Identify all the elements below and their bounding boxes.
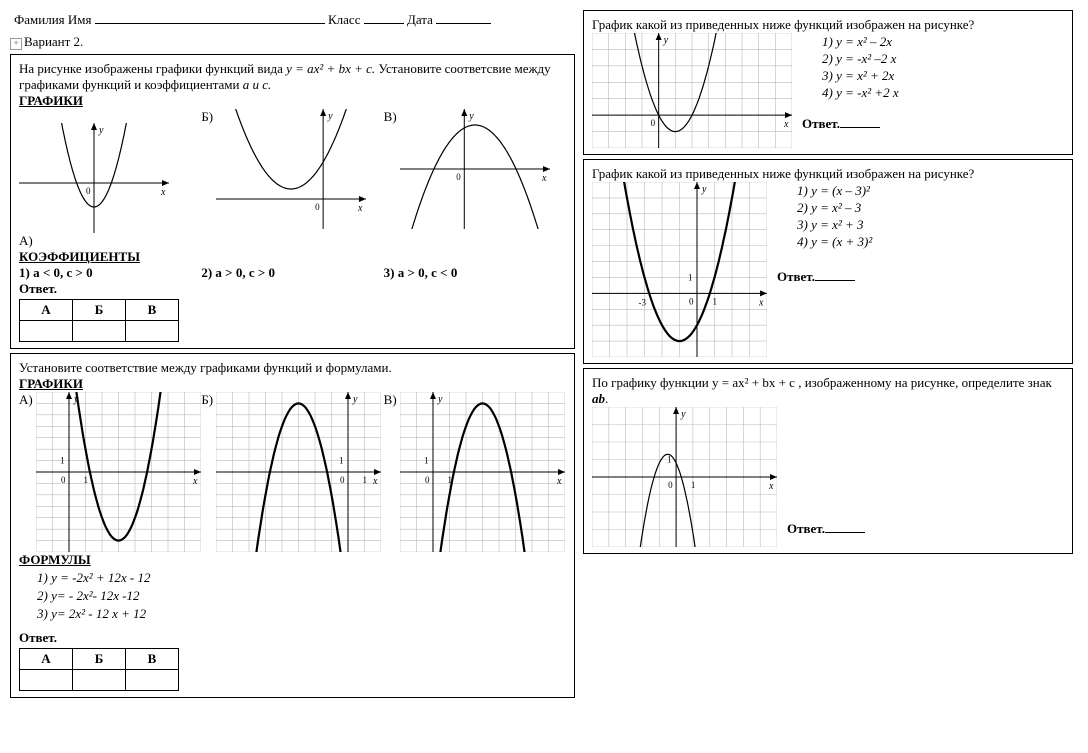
task5-graph: xy011 [592,407,777,547]
task2-formulas: 1) y = -2x² + 12x - 12 2) y= - 2x²- 12x … [19,570,566,622]
task2-graphs-heading: ГРАФИКИ [19,376,566,392]
task3-options: 1) y = x² – 2x 2) y = -x² –2 x 3) y = x²… [822,34,1064,101]
task4-answer: Ответ. [777,269,1064,285]
svg-text:y: y [98,125,104,136]
task2-graphs: А) x y 0 1 1 Б) x y 0 1 1 В) x y 0 1 1 [19,392,566,552]
svg-text:x: x [768,481,774,492]
svg-text:x: x [541,173,547,184]
svg-text:0: 0 [61,475,66,485]
svg-text:y: y [328,111,334,122]
svg-text:0: 0 [456,172,461,182]
date-label: Дата [407,12,433,27]
task1-graph-a: x y 0 [19,123,169,233]
svg-text:1: 1 [60,456,65,466]
svg-text:1: 1 [691,480,696,490]
svg-text:y: y [352,394,358,405]
svg-text:0: 0 [425,475,430,485]
date-blank[interactable] [436,23,491,24]
task3: График какой из приведенных ниже функций… [583,10,1073,155]
svg-text:-3: -3 [639,297,647,307]
svg-text:0: 0 [316,202,321,212]
task2-label-a: А) [19,392,33,407]
task1-coeffs: 1) a < 0, c > 0 2) a > 0, c > 0 3) a > 0… [19,265,566,281]
task1-label-a: А) [19,233,201,249]
task2-answer-table: А Б В [19,648,179,691]
name-label: Фамилия Имя [14,12,92,27]
svg-text:0: 0 [651,118,656,128]
svg-text:1: 1 [83,475,88,485]
task1-graph-c: x y 0 [400,109,550,229]
svg-text:y: y [680,409,686,420]
variant-line: +Вариант 2. [10,34,575,50]
class-label: Класс [328,12,360,27]
svg-text:y: y [468,111,474,122]
task2-graph-c: xy011 [400,392,565,552]
svg-text:1: 1 [363,475,368,485]
graphs-heading: ГРАФИКИ [19,93,566,109]
task2-label-c: В) [384,392,397,407]
svg-text:x: x [372,476,378,487]
svg-text:0: 0 [689,296,694,306]
expand-icon: + [10,38,22,50]
coeffs-heading: КОЭФФИЦИЕНТЫ [19,249,566,265]
task4: График какой из приведенных ниже функций… [583,159,1073,364]
task5-answer: Ответ. [787,521,865,537]
task1-prompt: На рисунке изображены графики функций ви… [19,61,566,93]
task1-label-b: Б) [201,109,213,124]
task1-graph-b: x y 0 [216,109,366,229]
svg-text:0: 0 [86,186,91,196]
svg-text:x: x [192,476,198,487]
variant-text: Вариант 2. [24,34,83,49]
task1-answer-table: А Б В [19,299,179,342]
task1-answer-label: Ответ. [19,281,566,297]
svg-text:0: 0 [668,480,673,490]
task5-prompt: По графику функции y = ax² + bx + c , из… [592,375,1064,407]
svg-text:x: x [783,119,789,130]
task2-prompt: Установите соответствие между графиками … [19,360,566,376]
svg-text:y: y [701,184,707,195]
task1-label-c: В) [384,109,397,124]
task2-answer-label: Ответ. [19,630,566,646]
task4-options: 1) y = (x – 3)² 2) y = x² – 3 3) y = x² … [797,183,1064,250]
svg-text:x: x [758,297,764,308]
task2: Установите соответствие между графиками … [10,353,575,698]
worksheet-header: Фамилия Имя Класс Дата [10,10,575,30]
svg-text:1: 1 [688,272,693,282]
name-blank[interactable] [95,23,325,24]
task2-label-b: Б) [201,392,213,407]
task1-graphs: x y 0 А) Б) x y 0 В) x y 0 [19,109,566,249]
svg-text:x: x [160,187,166,198]
svg-text:1: 1 [713,296,718,306]
svg-text:0: 0 [340,475,345,485]
svg-text:1: 1 [424,456,429,466]
task3-prompt: График какой из приведенных ниже функций… [592,17,1064,33]
task2-formulas-heading: ФОРМУЛЫ [19,552,566,568]
task4-graph: x y 0 1 1 -3 [592,182,767,357]
task3-graph: x y 0 [592,33,792,148]
task2-graph-a: xy011 [36,392,201,552]
class-blank[interactable] [364,23,404,24]
task3-answer: Ответ. [802,116,1064,132]
svg-text:y: y [663,35,669,46]
svg-text:1: 1 [339,456,344,466]
task5: По графику функции y = ax² + bx + c , из… [583,368,1073,554]
svg-text:y: y [437,394,443,405]
task2-graph-b: x y 0 1 1 [216,392,381,552]
svg-text:x: x [556,476,562,487]
svg-text:x: x [357,203,363,214]
task1: На рисунке изображены графики функций ви… [10,54,575,349]
task4-prompt: График какой из приведенных ниже функций… [592,166,1064,182]
